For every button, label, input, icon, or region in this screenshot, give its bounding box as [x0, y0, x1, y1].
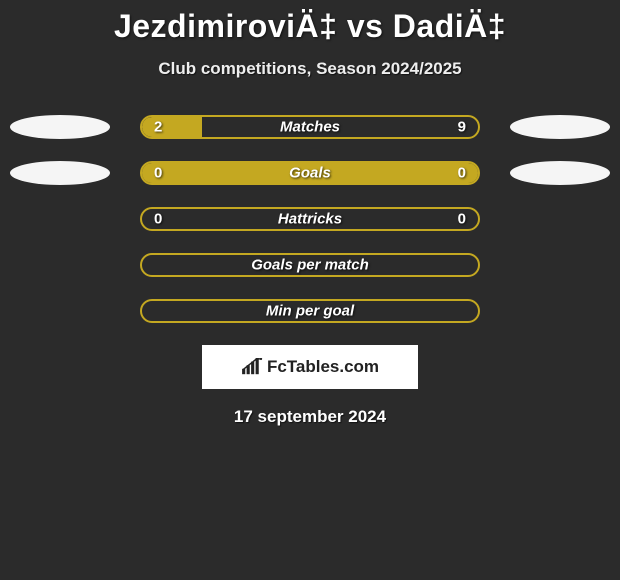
bars-section: 2 9 Matches 0 0 Goals 0 0 Hattricks Goals per mat…: [0, 115, 620, 323]
logo-badge: FcTables.com: [202, 345, 418, 389]
logo-text: FcTables.com: [267, 357, 379, 377]
team-marker-left: [10, 161, 110, 185]
bar-label: Goals per match: [251, 257, 369, 274]
team-marker-right: [510, 115, 610, 139]
stat-bar: 0 0 Goals: [140, 161, 480, 185]
value-left: 0: [154, 165, 162, 182]
date-label: 17 september 2024: [0, 407, 620, 427]
value-right: 0: [458, 211, 466, 228]
stat-row: 0 0 Goals: [0, 161, 620, 185]
stat-row: 2 9 Matches: [0, 115, 620, 139]
value-left: 0: [154, 211, 162, 228]
stat-bar: 2 9 Matches: [140, 115, 480, 139]
stat-row: 0 0 Hattricks: [0, 207, 620, 231]
stat-row: Min per goal: [0, 299, 620, 323]
stat-bar: Min per goal: [140, 299, 480, 323]
chart-icon: [241, 358, 263, 376]
bar-label: Goals: [289, 165, 331, 182]
bar-label: Hattricks: [278, 211, 342, 228]
value-left: 2: [154, 119, 162, 136]
stat-bar: 0 0 Hattricks: [140, 207, 480, 231]
page-title: JezdimiroviÄ‡ vs DadiÄ‡: [0, 8, 620, 45]
team-marker-right: [510, 161, 610, 185]
stat-row: Goals per match: [0, 253, 620, 277]
bar-label: Min per goal: [266, 303, 354, 320]
team-marker-left: [10, 115, 110, 139]
value-right: 9: [458, 119, 466, 136]
value-right: 0: [458, 165, 466, 182]
stats-panel: JezdimiroviÄ‡ vs DadiÄ‡ Club competition…: [0, 0, 620, 427]
bar-label: Matches: [280, 119, 340, 136]
subtitle: Club competitions, Season 2024/2025: [0, 59, 620, 79]
stat-bar: Goals per match: [140, 253, 480, 277]
